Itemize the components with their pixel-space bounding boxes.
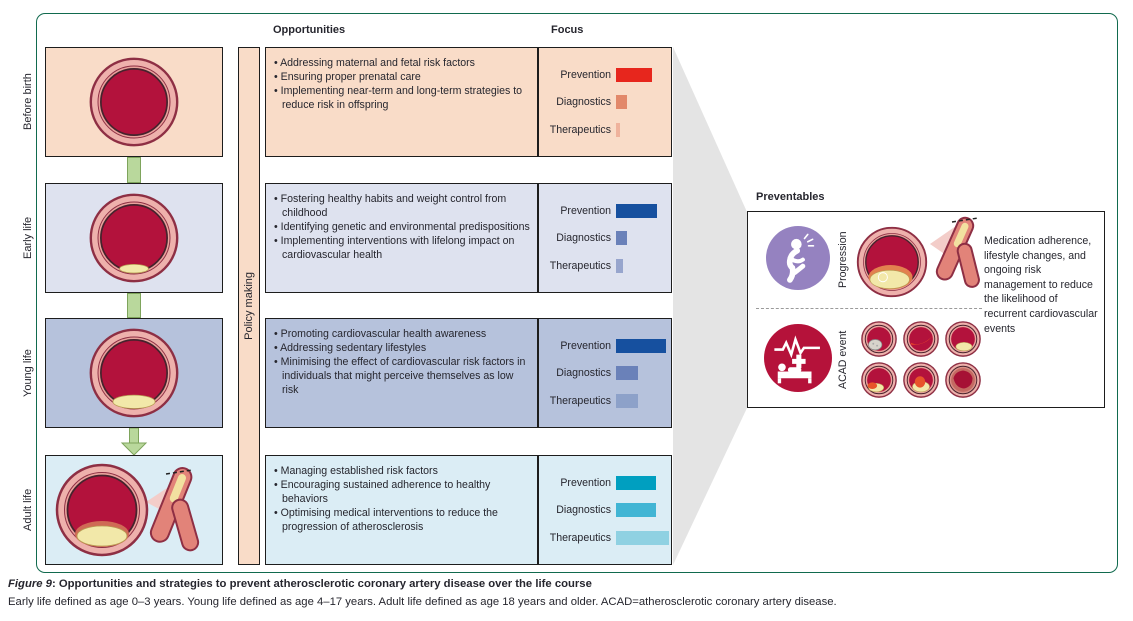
focus-bar [616,393,638,408]
focus-bar [616,503,656,517]
figure-label: Figure 9 [8,578,52,590]
bullet: Optimising medical interventions to redu… [274,507,531,535]
focus-adult-life: Prevention Diagnostics Therapeutics [538,455,672,565]
stage-connector-2 [127,293,141,318]
focus-label: Diagnostics [556,367,611,379]
focus-label: Diagnostics [556,232,611,244]
bullet: Implementing interventions with lifelong… [274,235,531,263]
gray-connector-shape [673,47,747,565]
stage-box-adult-life [45,455,223,565]
focus-header: Focus [551,24,584,36]
focus-label: Therapeutics [549,394,611,407]
stage-box-before-birth [45,47,223,157]
bullet: Identifying genetic and environmental pr… [274,221,531,235]
opportunities-young-life: Promoting cardiovascular health awarenes… [265,318,538,428]
artery-advanced-plaque-icon [55,463,200,557]
bullet: Minimising the effect of cardiovascular … [274,356,531,398]
focus-bar [616,95,627,109]
bullet: Managing established risk factors [274,465,531,479]
policy-making-label: Policy making [243,272,255,340]
focus-bar [616,122,620,137]
stage-box-young-life [45,318,223,428]
focus-bar [616,475,656,490]
preventables-title: Preventables [756,191,825,203]
focus-label: Therapeutics [549,531,611,544]
progression-circle [766,226,830,290]
focus-bar [616,366,638,380]
stage-label-adult-life: Adult life [22,488,34,532]
stage-box-early-life [45,183,223,293]
artery-plaque-clot-icon [861,362,897,398]
focus-label: Diagnostics [556,504,611,516]
bullet: Addressing sedentary lifestyles [274,342,531,356]
focus-label: Prevention [560,204,611,217]
ecg-hospital-bed-icon [774,335,820,384]
stage-label-early-life: Early life [22,216,34,260]
opportunities-adult-life: Managing established risk factors Encour… [265,455,538,565]
artery-ruptured-plaque-icon [903,362,939,398]
focus-bar [616,231,627,245]
artery-plaque-icon [945,321,981,357]
acad-event-label: ACAD event [837,330,849,390]
artery-progression-icon [856,226,928,298]
focus-bar [616,258,623,273]
bullet: Addressing maternal and fetal risk facto… [274,57,531,71]
vessel-branch-icon [930,216,980,288]
stage-connector-1 [127,157,141,183]
stage-label-young-life: Young life [22,349,34,397]
focus-label: Therapeutics [549,259,611,272]
focus-young-life: Prevention Diagnostics Therapeutics [538,318,672,428]
bullet: Fostering healthy habits and weight cont… [274,193,531,221]
acad-event-circle [764,324,832,392]
chest-pain-person-icon [786,233,815,283]
focus-bar [616,203,657,218]
preventables-box: Progression [747,211,1105,408]
artery-growing-plaque-icon [89,328,179,418]
bullet: Implementing near-term and long-term str… [274,85,531,113]
figure-title: : Opportunities and strategies to preven… [51,578,592,590]
focus-label: Prevention [560,68,611,81]
focus-label: Prevention [560,476,611,489]
progression-label: Progression [837,231,849,289]
bullet: Encouraging sustained adherence to healt… [274,479,531,507]
artery-healthy-icon [89,57,179,147]
divider [756,308,982,309]
focus-before-birth: Prevention Diagnostics Therapeutics [538,47,672,157]
focus-label: Diagnostics [556,96,611,108]
figure-caption-title: Figure 9: Opportunities and strategies t… [8,578,592,590]
opportunities-early-life: Fostering healthy habits and weight cont… [265,183,538,293]
bullet: Ensuring proper prenatal care [274,71,531,85]
focus-label: Therapeutics [549,123,611,136]
artery-occluded-icon [945,362,981,398]
opportunities-header: Opportunities [273,24,346,36]
focus-early-life: Prevention Diagnostics Therapeutics [538,183,672,293]
bullet: Promoting cardiovascular health awarenes… [274,328,531,342]
focus-label: Prevention [560,339,611,352]
figure-caption-note: Early life defined as age 0–3 years. You… [8,596,837,608]
artery-calcified-icon [861,321,897,357]
artery-early-plaque-icon [89,193,179,283]
opportunities-before-birth: Addressing maternal and fetal risk facto… [265,47,538,157]
policy-making-strip: Policy making [238,47,260,565]
focus-bar [616,67,652,82]
stage-label-before-birth: Before birth [22,73,34,131]
focus-bar [616,338,666,353]
preventables-note: Medication adherence, lifestyle changes,… [984,235,1098,335]
focus-bar [616,530,669,545]
artery-dissection-icon [903,321,939,357]
down-arrow-icon [120,428,148,455]
